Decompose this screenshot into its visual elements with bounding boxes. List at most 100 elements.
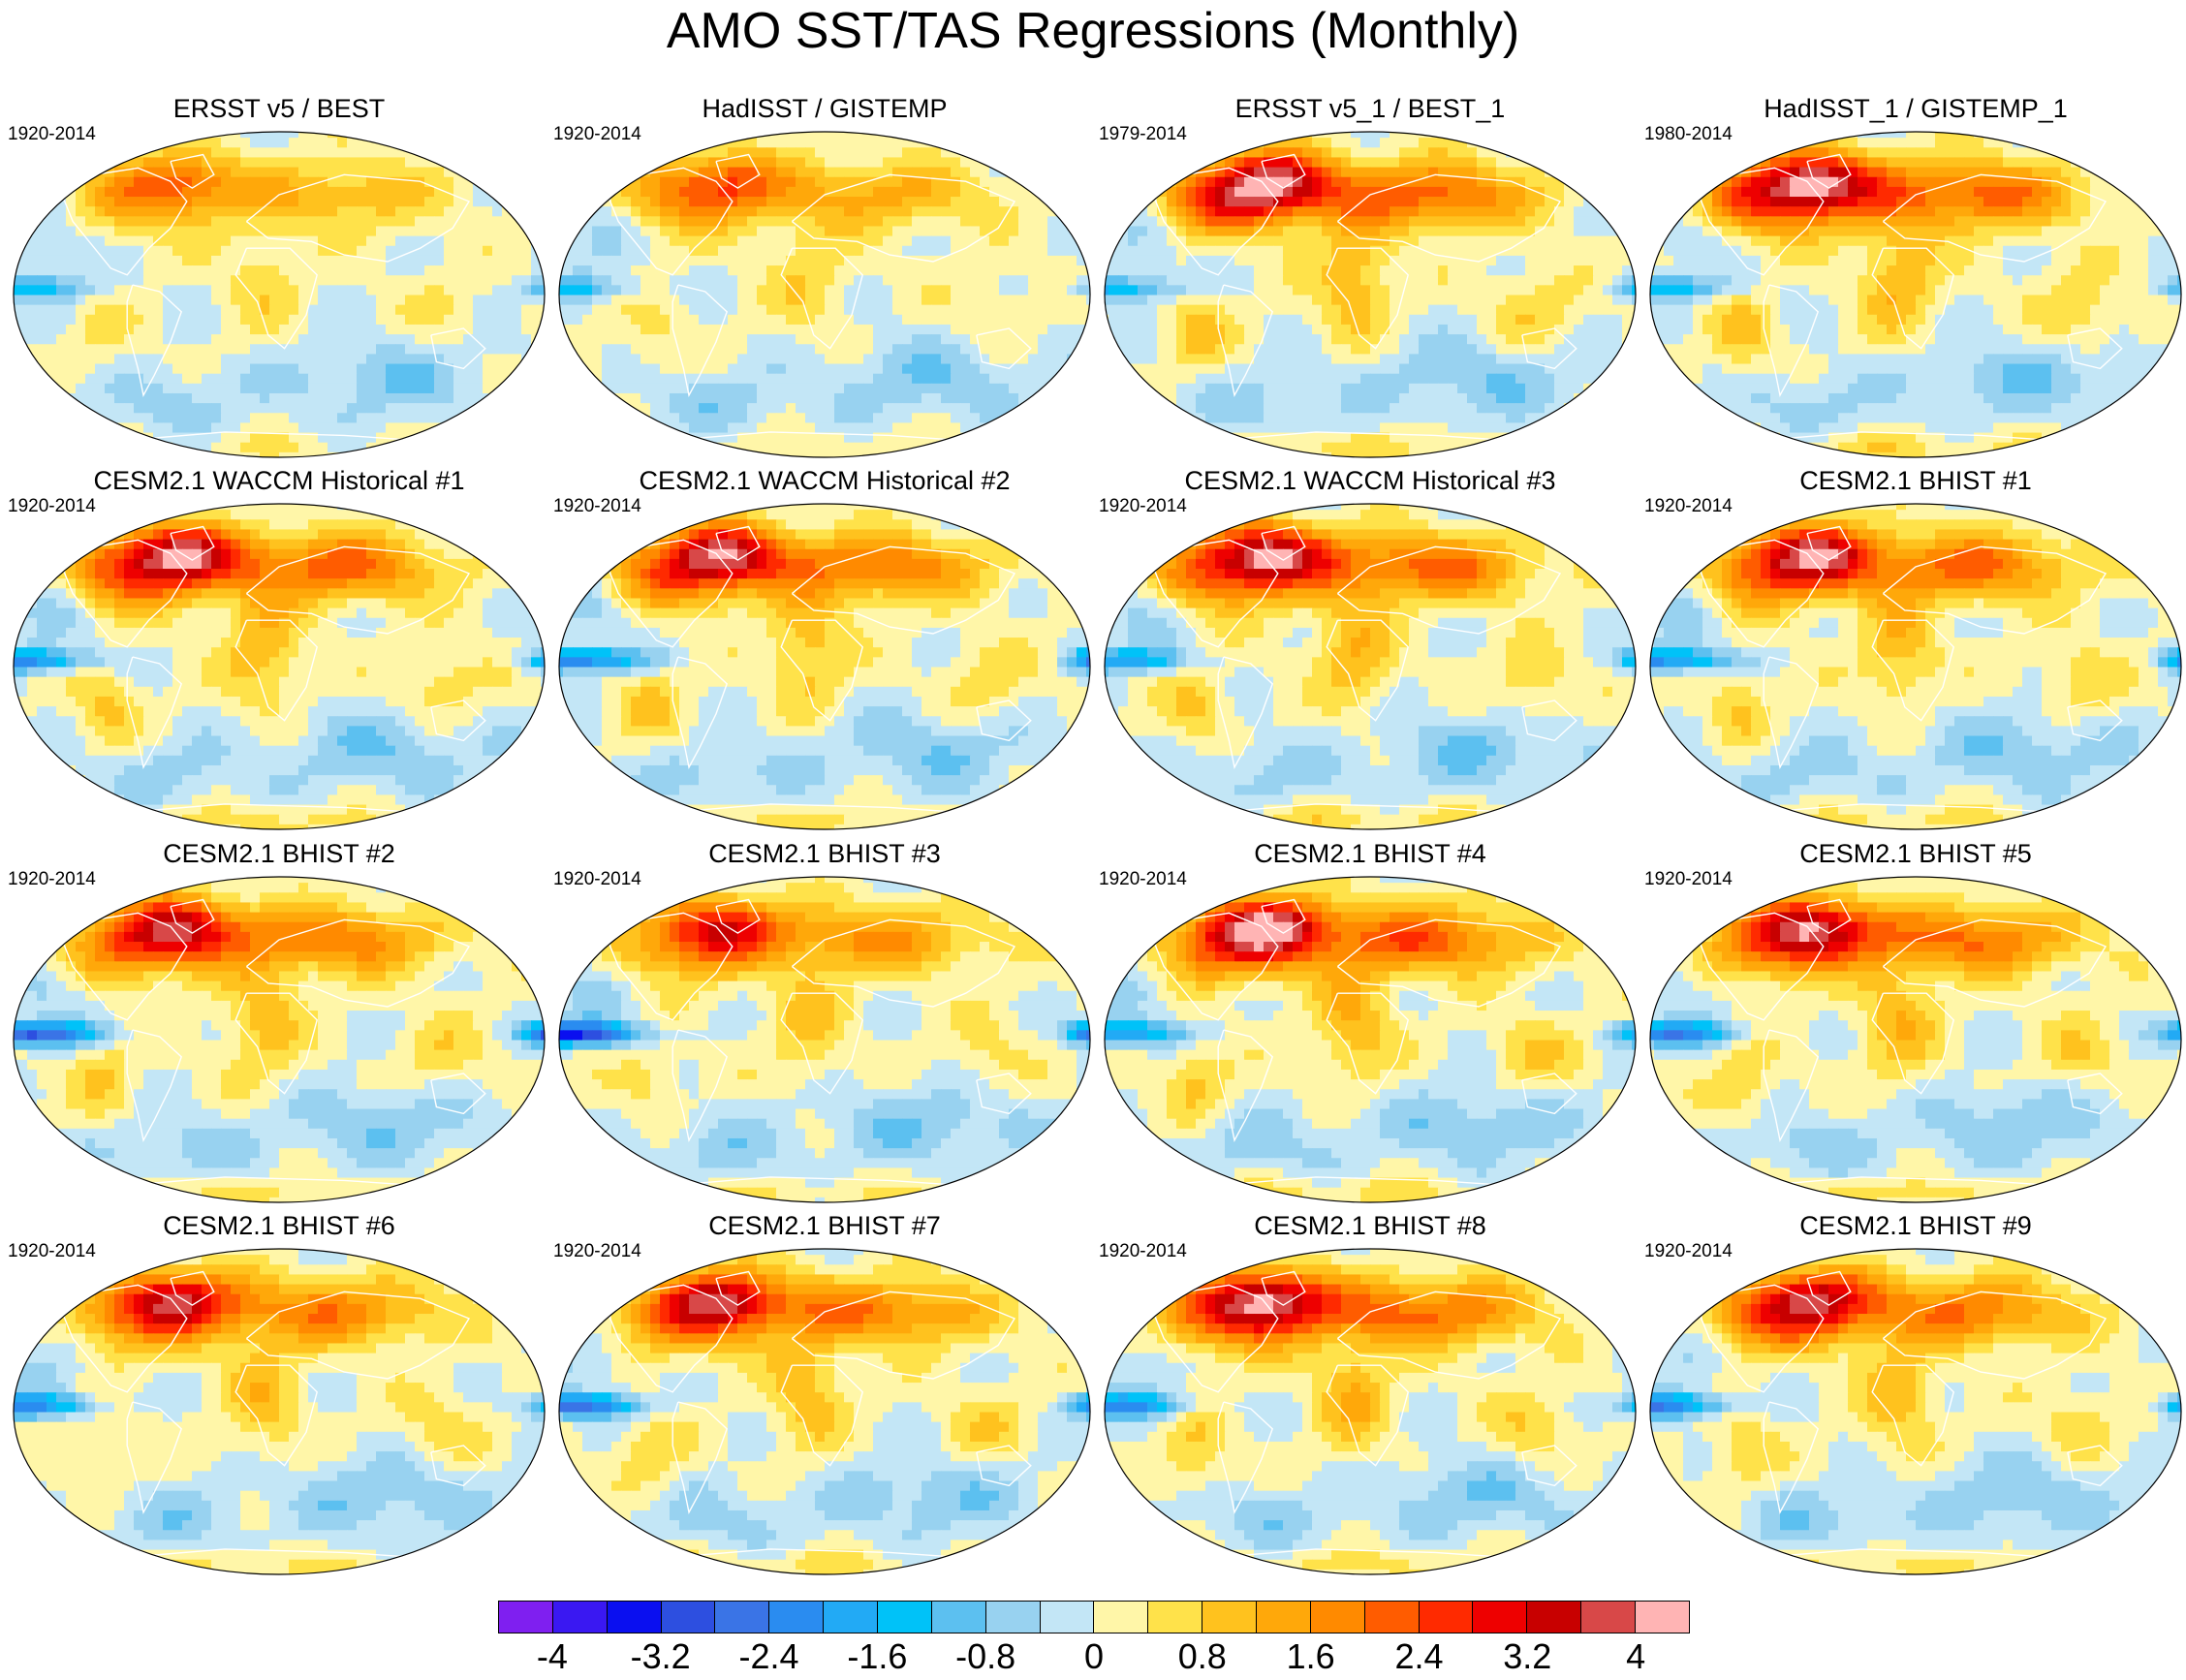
coastline bbox=[1521, 1073, 1577, 1115]
panel-period: 1920-2014 bbox=[553, 1241, 641, 1262]
coastline bbox=[234, 247, 318, 350]
map-frame bbox=[1104, 876, 1637, 1203]
coastline bbox=[1261, 525, 1306, 561]
panel-title: CESM2.1 BHIST #4 bbox=[1099, 838, 1641, 869]
field-cells bbox=[1650, 1249, 2181, 1574]
coastline bbox=[1326, 247, 1409, 350]
coastline bbox=[234, 992, 318, 1095]
field-cells bbox=[1105, 877, 1636, 1202]
coastline bbox=[1336, 545, 1562, 635]
field-cells bbox=[14, 877, 545, 1202]
coastline bbox=[430, 327, 486, 370]
panel-title: CESM2.1 BHIST #9 bbox=[1644, 1210, 2186, 1241]
field-cells bbox=[559, 504, 1090, 829]
regression-map bbox=[8, 128, 550, 462]
colorbar-box bbox=[1527, 1602, 1582, 1633]
map-frame bbox=[1104, 503, 1637, 830]
map-panel: CESM2.1 BHIST #7 1920-2014 bbox=[553, 1210, 1096, 1582]
colorbar-box bbox=[1202, 1602, 1258, 1633]
coastline bbox=[1806, 525, 1852, 561]
field-cells bbox=[559, 132, 1090, 457]
coastline bbox=[126, 656, 183, 770]
panel-title: CESM2.1 WACCM Historical #2 bbox=[553, 465, 1096, 496]
coastline bbox=[170, 898, 215, 934]
colorbar bbox=[498, 1601, 1690, 1633]
regression-map bbox=[553, 128, 1096, 462]
coastline bbox=[607, 167, 734, 276]
regression-map bbox=[553, 873, 1096, 1207]
regression-map bbox=[1099, 500, 1641, 834]
coastline bbox=[1871, 992, 1954, 1095]
coastline bbox=[245, 173, 471, 263]
colorbar-box bbox=[1636, 1602, 1689, 1633]
coastline bbox=[1871, 619, 1954, 722]
colorbar-tick-label: 0 bbox=[1084, 1637, 1104, 1676]
map-frame bbox=[558, 876, 1091, 1203]
colorbar-box bbox=[1581, 1602, 1637, 1633]
coastline bbox=[1196, 1548, 1534, 1560]
coastline bbox=[976, 327, 1032, 370]
coastline bbox=[1336, 1291, 1562, 1380]
coastline bbox=[1741, 1176, 2079, 1188]
regression-map bbox=[8, 873, 550, 1207]
regression-map-svg bbox=[13, 503, 546, 830]
regression-map-svg bbox=[1649, 503, 2182, 830]
coastline bbox=[1763, 1029, 1820, 1143]
colorbar-tick-label: -1.6 bbox=[847, 1637, 907, 1676]
coastline bbox=[1871, 247, 1954, 350]
coastline bbox=[791, 545, 1016, 635]
panel-title: CESM2.1 BHIST #2 bbox=[8, 838, 550, 869]
panel-period: 1979-2014 bbox=[1099, 124, 1187, 145]
regression-map-svg bbox=[13, 876, 546, 1203]
regression-map bbox=[1644, 500, 2186, 834]
coastline bbox=[1882, 173, 2108, 263]
panel-period: 1920-2014 bbox=[8, 1241, 96, 1262]
coastline bbox=[1882, 918, 2108, 1008]
coastline bbox=[61, 539, 188, 648]
field-cells bbox=[14, 132, 545, 457]
coastline bbox=[650, 803, 988, 815]
colorbar-box bbox=[499, 1602, 553, 1633]
coastline bbox=[170, 1270, 215, 1306]
panel-period: 1920-2014 bbox=[8, 124, 96, 145]
panel-title: CESM2.1 BHIST #3 bbox=[553, 838, 1096, 869]
map-panel: ERSST v5_1 / BEST_1 1979-2014 bbox=[1099, 93, 1641, 465]
field-cells bbox=[1105, 504, 1636, 829]
colorbar-box bbox=[1473, 1602, 1528, 1633]
colorbar-box bbox=[824, 1602, 879, 1633]
coastline bbox=[245, 918, 471, 1008]
map-frame bbox=[1104, 131, 1637, 458]
coastline bbox=[105, 431, 443, 443]
colorbar-box bbox=[769, 1602, 825, 1633]
coastline bbox=[1698, 539, 1825, 648]
figure-title: AMO SST/TAS Regressions (Monthly) bbox=[0, 2, 2186, 60]
coastline bbox=[1196, 431, 1534, 443]
map-frame bbox=[1649, 876, 2182, 1203]
coastline bbox=[1196, 803, 1534, 815]
coastline bbox=[1763, 1401, 1820, 1515]
coastline bbox=[715, 153, 761, 189]
coastline bbox=[245, 1291, 471, 1380]
map-panel: CESM2.1 BHIST #9 1920-2014 bbox=[1644, 1210, 2186, 1582]
coastline bbox=[791, 173, 1016, 263]
coastline bbox=[780, 247, 863, 350]
map-frame bbox=[1649, 131, 2182, 458]
colorbar-box bbox=[552, 1602, 608, 1633]
panel-period: 1920-2014 bbox=[1644, 869, 1733, 890]
coastline bbox=[791, 1291, 1016, 1380]
colorbar-box bbox=[1257, 1602, 1311, 1633]
map-panel: CESM2.1 BHIST #3 1920-2014 bbox=[553, 838, 1096, 1210]
regression-map-svg bbox=[1649, 876, 2182, 1203]
coastline bbox=[1521, 1445, 1577, 1487]
colorbar-box bbox=[931, 1602, 986, 1633]
regression-map-svg bbox=[1104, 1248, 1637, 1575]
colorbar-box bbox=[1040, 1602, 1095, 1633]
coastline bbox=[234, 1364, 318, 1467]
coastline bbox=[671, 1029, 729, 1143]
coastline bbox=[1763, 656, 1820, 770]
panel-period: 1920-2014 bbox=[1099, 869, 1187, 890]
coastline bbox=[1806, 153, 1852, 189]
regression-map-svg bbox=[558, 131, 1091, 458]
coastline bbox=[2067, 327, 2123, 370]
coastline bbox=[791, 918, 1016, 1008]
